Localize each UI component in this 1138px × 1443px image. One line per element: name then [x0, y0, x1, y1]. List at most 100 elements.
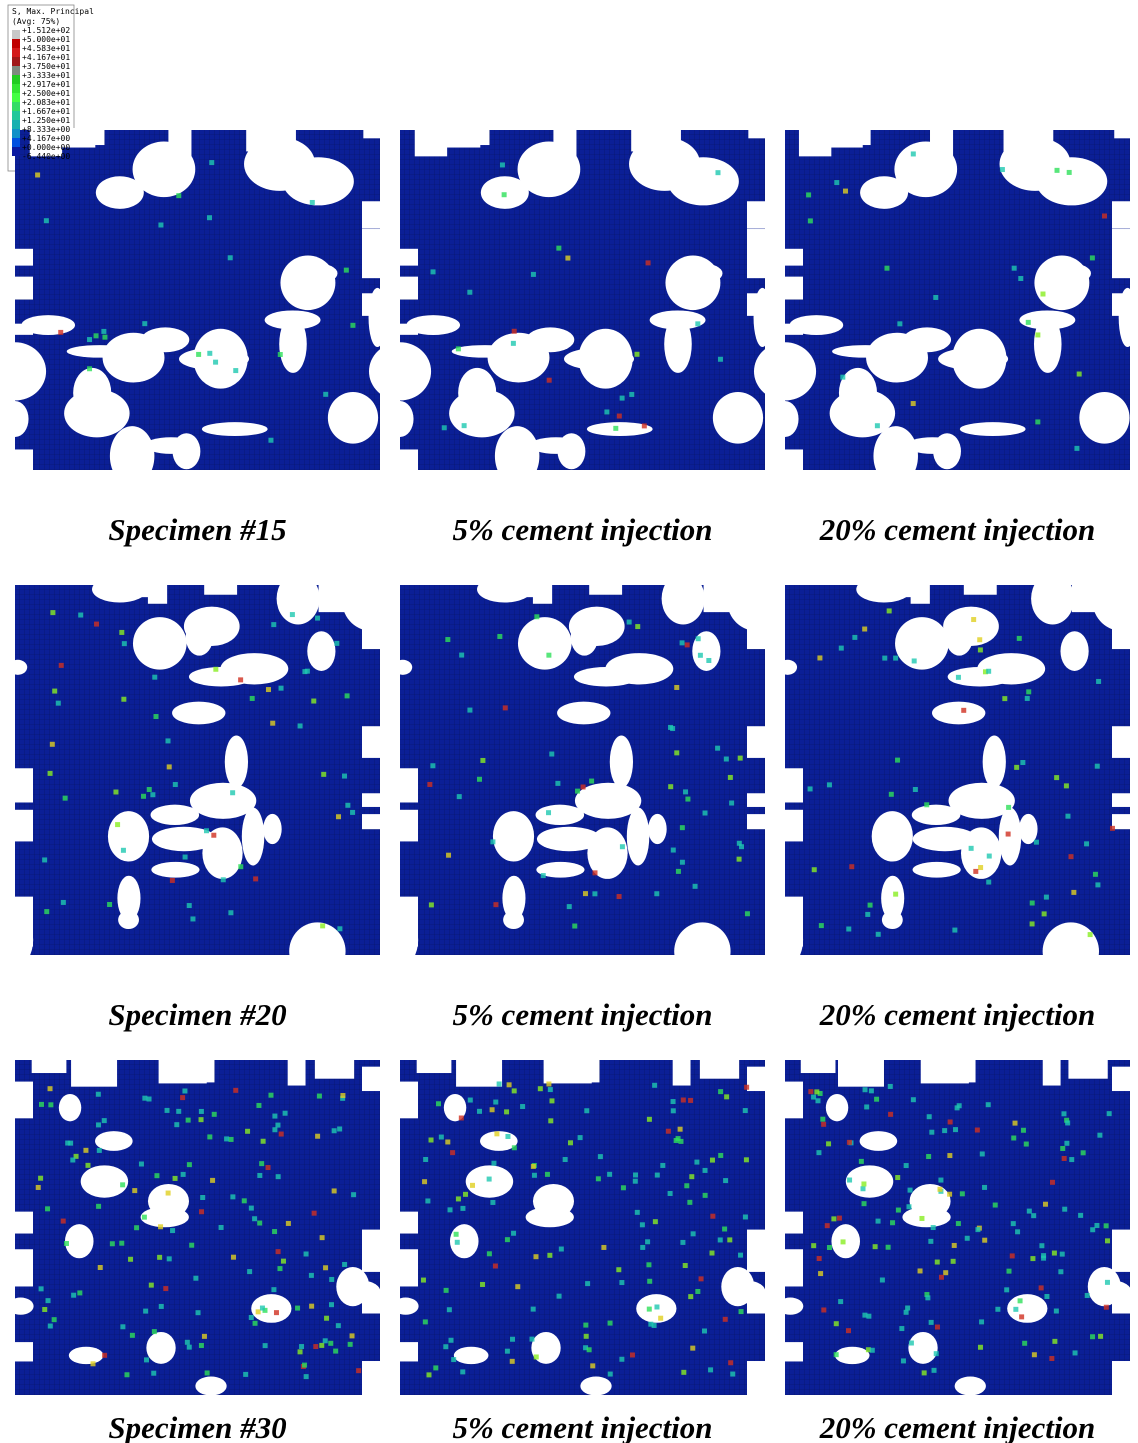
top-gap [533, 583, 552, 604]
stress-spot [547, 1253, 552, 1258]
stress-spot [827, 782, 832, 787]
stress-spot [119, 1241, 124, 1246]
top-gap [288, 1058, 306, 1086]
stress-spot [44, 909, 49, 914]
pore [110, 426, 155, 486]
stress-spot [199, 1209, 204, 1214]
stress-spot [676, 1136, 681, 1141]
edge-gap [398, 452, 418, 464]
stress-spot [702, 1328, 707, 1333]
stress-spot [584, 1108, 589, 1113]
stress-spot [196, 1310, 201, 1315]
pore [369, 342, 431, 400]
stress-spot [1026, 320, 1031, 325]
pore [949, 783, 1015, 819]
stress-spot [61, 1219, 66, 1224]
stress-spot [955, 1105, 960, 1110]
stress-spot [865, 912, 870, 917]
edge-gap [1112, 814, 1132, 829]
panel-caption: Specimen #20 [108, 997, 286, 1032]
stress-spot [808, 218, 813, 223]
stress-spot [504, 1109, 509, 1114]
stress-spot [640, 1222, 645, 1227]
stress-spot [861, 1186, 866, 1191]
stress-spot [882, 656, 887, 661]
stress-spot [493, 902, 498, 907]
pore [328, 392, 378, 444]
stress-spot [885, 266, 890, 271]
pore [665, 256, 720, 311]
stress-spot [151, 1371, 156, 1376]
stress-spot [467, 708, 472, 713]
stress-spot [1026, 689, 1031, 694]
stress-spot [268, 438, 273, 443]
stress-spot [1090, 255, 1095, 260]
stress-spot [1105, 1238, 1110, 1243]
pore [202, 422, 268, 436]
pore [777, 1298, 803, 1315]
stress-spot [743, 1108, 748, 1113]
stress-spot [261, 1139, 266, 1144]
top-gap [673, 1058, 691, 1086]
edge-gap [747, 599, 767, 634]
stress-spot [691, 1231, 696, 1236]
stress-spot [450, 1150, 455, 1155]
edge-gap [1112, 229, 1132, 260]
stress-spot [982, 1185, 987, 1190]
stress-spot [715, 746, 720, 751]
edge-gap [398, 1342, 418, 1361]
stress-spot [977, 637, 982, 642]
legend-subtitle: (Avg: 75%) [12, 17, 60, 26]
top-gap [1114, 128, 1138, 138]
stress-spot [567, 904, 572, 909]
stress-spot [839, 646, 844, 651]
stress-spot [880, 1277, 885, 1282]
stress-spot [572, 924, 577, 929]
stress-spot [344, 268, 349, 273]
stress-spot [480, 758, 485, 763]
stress-spot [304, 1374, 309, 1379]
edge-gap [362, 599, 382, 634]
stress-spot [1067, 170, 1072, 175]
top-gap [204, 583, 237, 595]
pore [831, 1224, 860, 1258]
stress-spot [895, 758, 900, 763]
edge-gap [398, 249, 418, 266]
stress-spot [425, 1198, 430, 1203]
stress-spot [1050, 1180, 1055, 1185]
stress-spot [934, 1351, 939, 1356]
stress-spot [840, 375, 845, 380]
stress-spot [1002, 696, 1007, 701]
stress-spot [846, 1328, 851, 1333]
stress-spot [1000, 167, 1005, 172]
legend-label: +0.000e+00 [22, 143, 70, 152]
pore [913, 862, 961, 878]
stress-spot [876, 932, 881, 937]
stress-spot [546, 1081, 551, 1086]
top-gap [712, 583, 747, 606]
edge-gap [13, 249, 33, 266]
stress-spot [124, 1372, 129, 1377]
stress-spot [456, 346, 461, 351]
stress-spot [559, 1247, 564, 1252]
stress-spot [935, 1260, 940, 1265]
edge-gap [13, 1082, 33, 1119]
stress-spot [128, 1257, 133, 1262]
pore [648, 814, 667, 844]
stress-spot [718, 1237, 723, 1242]
stress-spot [228, 255, 233, 260]
panel-caption: Specimen #15 [108, 512, 286, 547]
stress-spot [350, 1333, 355, 1338]
pore [73, 368, 111, 418]
stress-spot [1065, 1120, 1070, 1125]
pore [172, 702, 225, 725]
stress-spot [912, 658, 917, 663]
stress-spot [710, 1251, 715, 1256]
stress-spot [868, 903, 873, 908]
stress-spot [951, 1259, 956, 1264]
stress-spot [620, 844, 625, 849]
legend-label: +2.500e+01 [22, 89, 70, 98]
pore [8, 1298, 34, 1315]
top-gap [71, 1058, 117, 1087]
